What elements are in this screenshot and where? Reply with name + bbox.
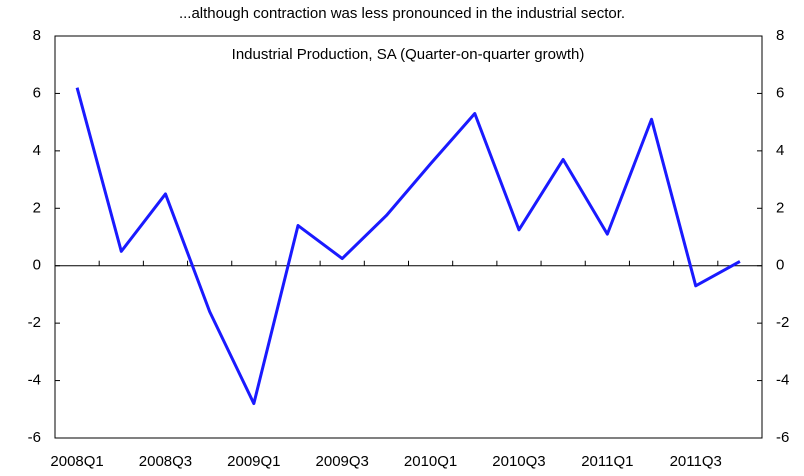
y2-tick-label: 8	[776, 27, 784, 44]
x-tick-label: 2010Q3	[492, 453, 545, 470]
y-tick-label: 2	[33, 199, 41, 216]
y2-tick-label: 0	[776, 257, 784, 274]
y-tick-label: 6	[33, 84, 41, 101]
y-tick-label: 4	[33, 142, 41, 159]
y2-tick-label: -2	[776, 314, 789, 331]
chart-title: ...although contraction was less pronoun…	[179, 5, 625, 22]
y2-tick-label: -6	[776, 429, 789, 446]
y-tick-label: 8	[33, 27, 41, 44]
y-tick-label: -6	[28, 429, 41, 446]
y2-tick-label: 6	[776, 84, 784, 101]
y-tick-label: 0	[33, 257, 41, 274]
x-tick-label: 2008Q1	[50, 453, 103, 470]
x-tick-label: 2009Q3	[316, 453, 369, 470]
x-tick-label: 2008Q3	[139, 453, 192, 470]
x-tick-label: 2009Q1	[227, 453, 280, 470]
x-tick-label: 2011Q3	[670, 453, 722, 470]
x-tick-label: 2010Q1	[404, 453, 457, 470]
y2-tick-label: 2	[776, 199, 784, 216]
y-tick-label: -2	[28, 314, 41, 331]
data-line	[75, 87, 741, 406]
x-tick-label: 2011Q1	[581, 453, 633, 470]
y2-tick-label: 4	[776, 142, 784, 159]
y2-tick-label: -4	[776, 372, 789, 389]
chart-subtitle: Industrial Production, SA (Quarter-on-qu…	[232, 46, 585, 63]
plot-frame	[54, 35, 763, 439]
y-tick-label: -4	[28, 372, 41, 389]
